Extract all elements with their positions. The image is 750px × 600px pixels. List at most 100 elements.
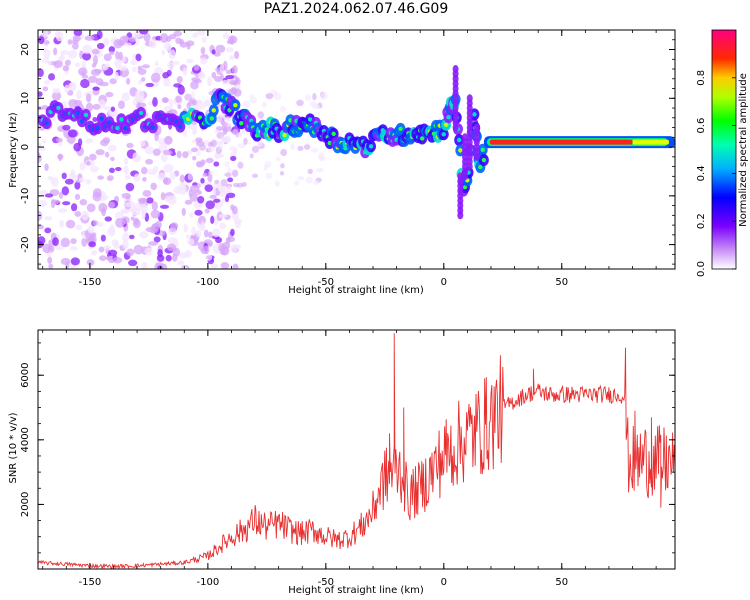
spectrogram-noise-blob — [96, 221, 104, 227]
spectrogram-noise-blob — [44, 163, 49, 171]
spectrogram-noise-blob — [142, 176, 147, 182]
y-tick-label: 2000 — [20, 492, 31, 517]
spectrogram-noise-blob — [62, 124, 71, 131]
spectrogram-noise-blob — [230, 155, 237, 162]
y-tick-label: 4000 — [20, 427, 31, 452]
spectrogram-noise-blob — [76, 90, 82, 100]
spectrogram-noise-blob — [141, 261, 148, 269]
spectrogram-noise-blob — [207, 172, 213, 183]
spectrogram-noise-blob — [110, 106, 116, 112]
spectrogram-noise-blob — [214, 153, 225, 158]
spectrogram-noise-blob — [249, 153, 254, 159]
spectrogram-ridge-core — [441, 132, 446, 137]
spectrogram-noise-blob — [296, 99, 304, 107]
spectrogram-noise-blob — [73, 30, 83, 37]
spectrogram-x-label: Height of straight line (km) — [288, 285, 424, 296]
spectrogram-noise-blob — [191, 226, 197, 236]
spectrogram-noise-blob — [161, 263, 168, 269]
spectrogram-noise-blob — [168, 33, 177, 40]
spectrogram-noise-blob — [230, 228, 235, 237]
spectrogram-noise-blob — [176, 150, 182, 159]
snr-y-axis: 2000 4000 6000 — [20, 342, 675, 570]
spectrogram-noise-blob — [64, 84, 70, 94]
spectrogram-noise-blob — [70, 169, 75, 177]
spectrogram-noise-blob — [303, 144, 311, 150]
strong-band-core-tail — [632, 139, 669, 145]
spectrogram-noise-blob — [92, 103, 101, 110]
spectrogram-ridge-core — [123, 126, 128, 131]
snr-x-axis: -150 -100 -50 0 50 — [42, 330, 657, 588]
spectrogram-noise-blob — [38, 236, 46, 245]
spectrogram-noise-blob — [114, 59, 122, 68]
spectrogram-noise-blob — [55, 137, 63, 143]
spectrogram-noise-blob — [52, 237, 59, 247]
spectrogram-streak-blob — [457, 172, 464, 181]
spectrogram-noise-blob — [197, 71, 206, 80]
spectrogram-noise-blob — [275, 156, 281, 162]
spectrogram-noise-blob — [232, 128, 239, 136]
colorbar-ticks: 0.0 0.2 0.4 0.6 0.8 — [696, 70, 736, 277]
spectrogram-noise-blob — [148, 38, 157, 49]
spectrogram-noise-blob — [92, 220, 98, 226]
spectrogram-noise-blob — [123, 157, 129, 166]
snr-frame — [37, 329, 676, 570]
spectrogram-noise-blob — [82, 44, 93, 54]
spectrogram-noise-blob — [210, 263, 219, 269]
spectrogram-noise-blob — [107, 144, 117, 152]
spectrogram-noise-blob — [42, 47, 48, 53]
spectrogram-noise-blob — [42, 86, 49, 92]
spectrogram-noise-blob — [208, 170, 214, 175]
spectrogram-noise-blob — [98, 255, 107, 262]
spectrogram-noise-blob — [235, 84, 241, 89]
spectrogram-noise-blob — [109, 224, 115, 235]
spectrogram-noise-blob — [114, 211, 124, 221]
spectrogram-noise-blob — [61, 186, 70, 196]
spectrogram-noise-blob — [163, 164, 174, 173]
spectrogram-noise-blob — [135, 89, 145, 100]
spectrogram-noise-blob — [106, 175, 114, 181]
spectrogram-noise-blob — [92, 117, 98, 122]
spectrogram-ridge-core — [443, 122, 449, 127]
spectrogram-ridge-core — [209, 116, 214, 121]
spectrogram-noise-blob — [98, 246, 105, 253]
spectrogram-noise-blob — [232, 263, 239, 269]
spectrogram-noise-blob — [118, 51, 123, 61]
spectrogram-noise-blob — [186, 42, 191, 50]
spectrogram-noise-blob — [313, 180, 320, 185]
spectrogram-plot — [38, 30, 675, 269]
spectrogram-noise-blob — [224, 135, 232, 143]
spectrogram-noise-blob — [194, 209, 203, 216]
spectrogram-noise-blob — [44, 215, 53, 221]
spectrogram-noise-blob — [152, 165, 159, 173]
spectrogram-noise-blob — [121, 216, 130, 224]
spectrogram-noise-blob — [78, 67, 88, 76]
spectrogram-noise-blob — [38, 146, 47, 151]
spectrogram-noise-blob — [62, 65, 70, 72]
spectrogram-noise-blob — [51, 199, 60, 204]
spectrogram-noise-blob — [167, 61, 175, 69]
spectrogram-ridge-core — [398, 126, 403, 132]
spectrogram-noise-blob — [141, 203, 148, 214]
spectrogram-noise-blob — [42, 138, 47, 144]
spectrogram-noise-blob — [171, 253, 178, 262]
spectrogram-noise-blob — [150, 182, 158, 191]
spectrogram-noise-blob — [128, 234, 135, 240]
spectrogram-noise-blob — [210, 139, 217, 148]
x-tick-label: 50 — [555, 277, 568, 288]
spectrogram-noise-blob — [108, 46, 116, 53]
spectrogram-noise-blob — [145, 158, 154, 165]
spectrogram-noise-blob — [304, 94, 311, 102]
spectrogram-noise-blob — [50, 177, 59, 187]
y-tick-label: 0 — [20, 144, 31, 150]
spectrogram-noise-blob — [234, 50, 240, 59]
colorbar-frame — [711, 29, 737, 270]
spectrogram-noise-blob — [312, 93, 317, 101]
spectrogram-noise-blob — [200, 57, 208, 65]
spectrogram-noise-blob — [98, 202, 108, 213]
spectrogram-noise-blob — [200, 221, 205, 230]
spectrogram-noise-blob — [145, 227, 155, 233]
spectrogram-noise-blob — [125, 182, 135, 192]
y-tick-label: 6000 — [20, 362, 31, 387]
spectrogram-ridge-core — [56, 105, 61, 111]
